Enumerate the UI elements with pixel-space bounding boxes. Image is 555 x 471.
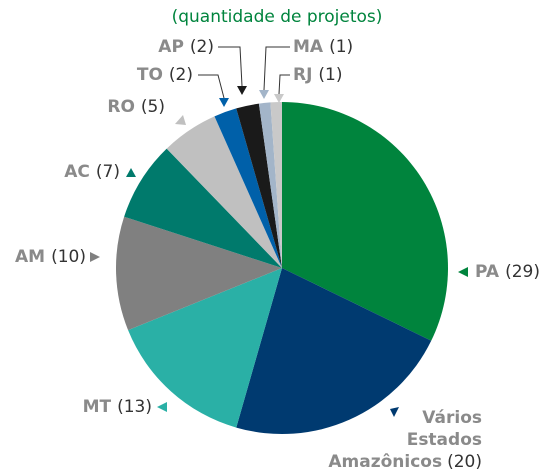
chart-subtitle: (quantidade de projetos) <box>172 7 383 27</box>
slice-value-label: (7) <box>96 162 120 182</box>
label-pointer <box>274 94 284 103</box>
label-pointer <box>390 407 399 417</box>
leader-lines <box>198 46 290 99</box>
slice-label-name: AM <box>15 247 45 267</box>
pie-slice <box>282 102 448 341</box>
label-pointer <box>157 402 167 412</box>
slice-label-name: MT <box>83 397 112 417</box>
slice-label: AC (7) <box>64 162 120 182</box>
slice-label: AP (2) <box>158 37 214 57</box>
leader-line <box>198 74 225 99</box>
slice-label-name: TO <box>137 65 163 85</box>
leader-line <box>278 74 290 95</box>
slice-label: PA (29) <box>475 262 540 282</box>
slice-value-label: (29) <box>505 262 540 282</box>
slice-label: RJ (1) <box>293 65 343 85</box>
leader-line <box>218 46 243 87</box>
slice-label: MA (1) <box>293 37 353 57</box>
slice-value-label: (10) <box>51 247 86 267</box>
slice-value-label: (5) <box>141 97 165 117</box>
slice-value-label: (20) <box>447 452 482 471</box>
slice-label-name: MA <box>293 37 324 57</box>
slice-label-name: Vários <box>422 408 482 428</box>
label-pointer <box>237 86 247 95</box>
slice-label-name: Amazônicos <box>328 452 442 471</box>
pie-slice <box>124 148 282 268</box>
slice-label: TO (2) <box>137 65 193 85</box>
slice-label: MT (13) <box>83 397 152 417</box>
slice-value-label: (1) <box>318 65 342 85</box>
slice-value-label: (2) <box>169 65 193 85</box>
label-pointer <box>90 252 100 262</box>
pie-slice <box>258 102 282 269</box>
slice-label: AM (10) <box>15 247 86 267</box>
slice-label-name: RO <box>107 97 135 117</box>
slice-label-name: AP <box>158 37 184 57</box>
leader-line <box>263 46 290 91</box>
slice-label-name: Estados <box>407 430 482 450</box>
slice-label-name: RJ <box>293 65 312 85</box>
pie-slice <box>115 216 282 331</box>
slice-value-label: (1) <box>329 37 353 57</box>
pie-slice <box>236 268 432 434</box>
label-pointer <box>126 168 136 177</box>
slice-value-label: (13) <box>117 397 152 417</box>
pie-slice <box>166 116 282 268</box>
slice-label: Vários Estados Amazônicos (20) <box>328 408 482 471</box>
pie-slice <box>214 108 282 268</box>
slice-label-name: AC <box>64 162 90 182</box>
slice-value-label: (2) <box>190 37 214 57</box>
slice-label: RO (5) <box>107 97 165 117</box>
label-pointer <box>175 115 186 125</box>
pie-slice <box>128 268 282 428</box>
pie-slice <box>236 103 282 268</box>
pie-slice <box>270 102 282 268</box>
label-pointer <box>219 98 229 107</box>
label-pointer <box>458 267 468 277</box>
slice-label-name: PA <box>475 262 500 282</box>
label-pointer <box>259 90 269 99</box>
